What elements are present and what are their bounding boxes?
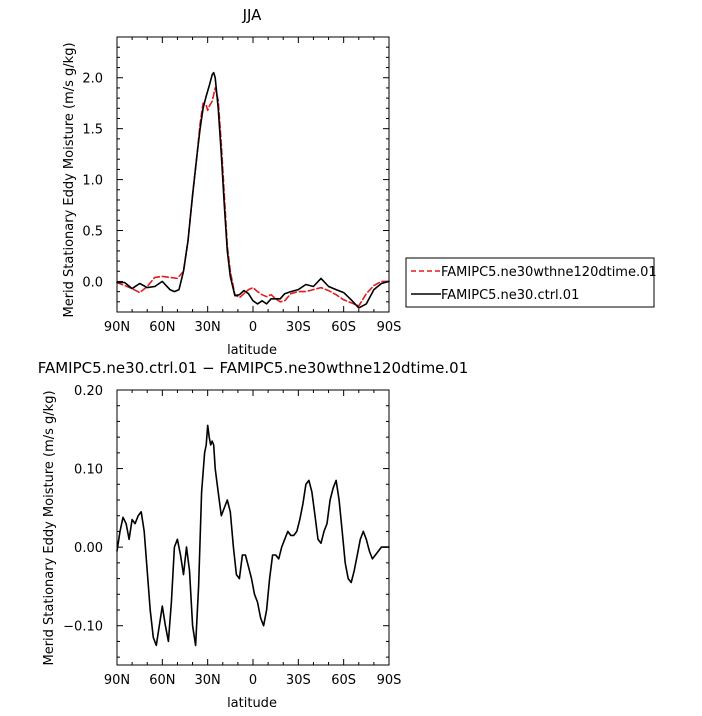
top-x-tick-label: 90S bbox=[377, 320, 402, 335]
top-y-tick-label: 2.0 bbox=[82, 72, 103, 87]
bottom-series-line-0 bbox=[116, 424, 390, 647]
legend-box bbox=[405, 257, 655, 308]
legend: FAMIPC5.ne30wthne120dtime.01 FAMIPC5.ne3… bbox=[405, 257, 657, 308]
top-x-tick-label: 30N bbox=[195, 320, 221, 335]
bottom-x-tick-label: 90N bbox=[104, 673, 130, 688]
top-x-tick-label: 60S bbox=[331, 320, 356, 335]
bottom-x-tick-label: 30S bbox=[286, 673, 311, 688]
top-y-tick-label: 0.5 bbox=[82, 225, 103, 240]
bottom-panel-title: FAMIPC5.ne30.ctrl.01 − FAMIPC5.ne30wthne… bbox=[38, 359, 469, 377]
top-y-tick-label: 1.0 bbox=[82, 174, 103, 189]
bottom-panel-xlabel: latitude bbox=[227, 696, 277, 711]
top-series-line-0 bbox=[116, 87, 390, 307]
top-series-line-1 bbox=[116, 71, 390, 309]
bottom-panel-frame bbox=[116, 389, 390, 666]
bottom-x-tick-label: 60N bbox=[149, 673, 175, 688]
bottom-y-tick-label: −0.10 bbox=[63, 620, 103, 635]
top-y-tick-label: 0.0 bbox=[82, 275, 103, 290]
top-panel-ylabel: Merid Stationary Eddy Moisture (m/s g/kg… bbox=[62, 42, 77, 317]
top-x-tick-label: 0 bbox=[249, 320, 257, 335]
top-x-tick-label: 30S bbox=[286, 320, 311, 335]
bottom-panel-ylabel: Merid Stationary Eddy Moisture (m/s g/kg… bbox=[42, 390, 57, 665]
bottom-panel: FAMIPC5.ne30.ctrl.01 − FAMIPC5.ne30wthne… bbox=[38, 359, 469, 711]
bottom-y-tick-label: 0.10 bbox=[74, 463, 103, 478]
top-x-tick-label: 60N bbox=[149, 320, 175, 335]
legend-label-control: FAMIPC5.ne30.ctrl.01 bbox=[441, 288, 579, 303]
top-x-tick-label: 90N bbox=[104, 320, 130, 335]
top-y-tick-label: 1.5 bbox=[82, 123, 103, 138]
bottom-x-tick-label: 60S bbox=[331, 673, 356, 688]
bottom-x-tick-label: 30N bbox=[195, 673, 221, 688]
bottom-y-tick-label: 0.20 bbox=[74, 384, 103, 399]
bottom-x-tick-label: 0 bbox=[249, 673, 257, 688]
top-panel-frame bbox=[116, 36, 390, 313]
legend-label-experiment: FAMIPC5.ne30wthne120dtime.01 bbox=[441, 265, 657, 280]
top-panel-title: JJA bbox=[242, 6, 263, 24]
bottom-x-tick-label: 90S bbox=[377, 673, 402, 688]
top-panel: JJA Merid Stationary Eddy Moisture (m/s … bbox=[62, 6, 401, 358]
bottom-y-tick-label: 0.00 bbox=[74, 541, 103, 556]
top-panel-xlabel: latitude bbox=[227, 343, 277, 358]
